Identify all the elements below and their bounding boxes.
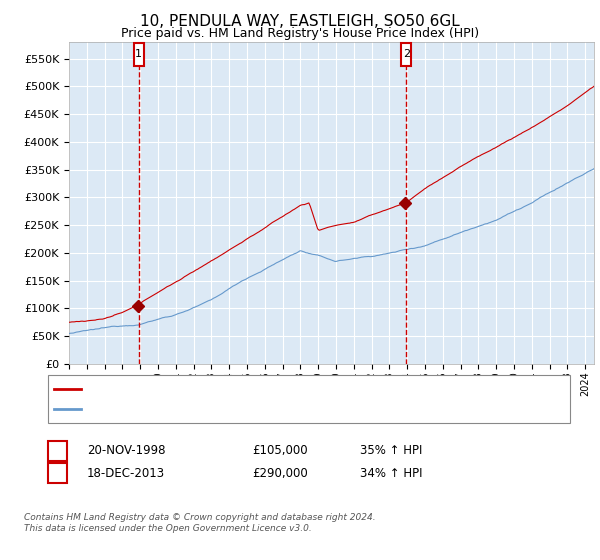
- Text: 10, PENDULA WAY, EASTLEIGH, SO50 6GL: 10, PENDULA WAY, EASTLEIGH, SO50 6GL: [140, 14, 460, 29]
- Text: 2: 2: [403, 49, 410, 59]
- Text: 10, PENDULA WAY, EASTLEIGH, SO50 6GL (semi-detached house): 10, PENDULA WAY, EASTLEIGH, SO50 6GL (se…: [87, 384, 428, 394]
- Text: 1: 1: [135, 49, 142, 59]
- Text: 18-DEC-2013: 18-DEC-2013: [87, 466, 165, 480]
- FancyBboxPatch shape: [134, 43, 143, 66]
- Text: 20-NOV-1998: 20-NOV-1998: [87, 444, 166, 458]
- Text: 1: 1: [54, 446, 61, 456]
- Text: £290,000: £290,000: [252, 466, 308, 480]
- Text: HPI: Average price, semi-detached house, Eastleigh: HPI: Average price, semi-detached house,…: [87, 404, 357, 414]
- Text: 2: 2: [54, 468, 61, 478]
- Text: Contains HM Land Registry data © Crown copyright and database right 2024.: Contains HM Land Registry data © Crown c…: [24, 513, 376, 522]
- Text: 35% ↑ HPI: 35% ↑ HPI: [360, 444, 422, 458]
- Text: Price paid vs. HM Land Registry's House Price Index (HPI): Price paid vs. HM Land Registry's House …: [121, 27, 479, 40]
- FancyBboxPatch shape: [401, 43, 411, 66]
- Text: 34% ↑ HPI: 34% ↑ HPI: [360, 466, 422, 480]
- Text: £105,000: £105,000: [252, 444, 308, 458]
- Text: This data is licensed under the Open Government Licence v3.0.: This data is licensed under the Open Gov…: [24, 524, 312, 533]
